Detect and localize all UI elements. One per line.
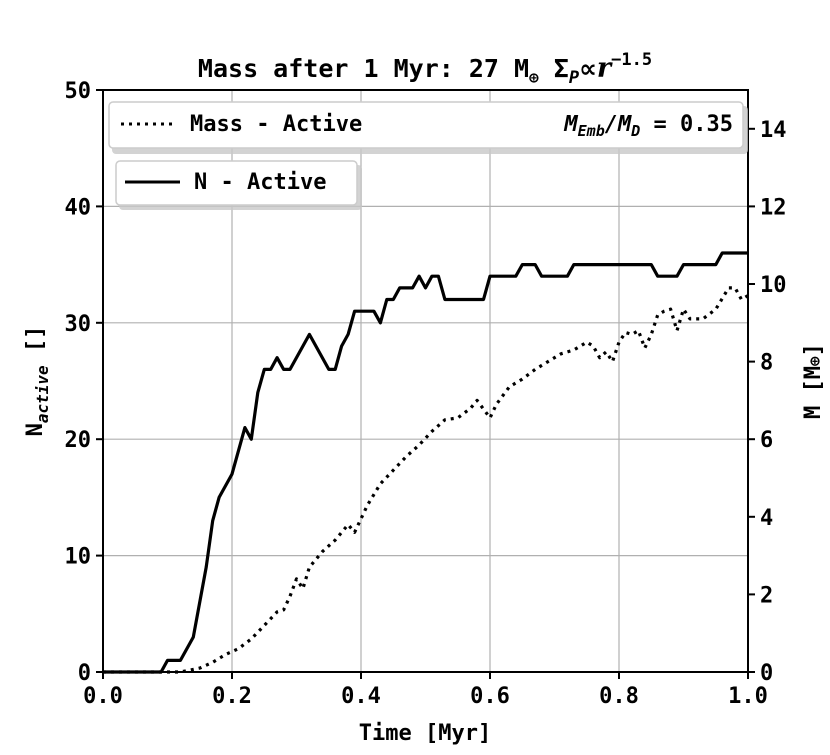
legend-top: Mass - Active MEmb/MD = 0.35 xyxy=(108,101,748,154)
legend-second: N - Active xyxy=(115,160,362,210)
legend-ratio-label: MEmb/MD = 0.35 xyxy=(563,112,733,140)
y-left-tick-label: 40 xyxy=(65,195,92,220)
x-tick-label: 0.4 xyxy=(341,684,381,709)
y-right-tick-label: 4 xyxy=(760,506,773,531)
x-tick-label: 0.2 xyxy=(212,684,252,709)
y-axis-left-label: Nactive [] xyxy=(23,326,52,437)
y-axis-right-label: M [M⊕] xyxy=(801,343,826,419)
plot-frame xyxy=(102,89,749,673)
legend-mass-label: Mass - Active xyxy=(190,112,362,137)
y-right-tick-label: 8 xyxy=(760,351,773,376)
legend-top-box xyxy=(108,101,744,149)
x-tick-label: 1.0 xyxy=(728,684,768,709)
y-right-tick-label: 14 xyxy=(760,118,787,143)
x-axis-label: Time [Myr] xyxy=(359,721,491,746)
y-right-tick-label: 6 xyxy=(760,428,773,453)
y-right-tick-label: 12 xyxy=(760,195,787,220)
y-right-tick-label: 2 xyxy=(760,583,773,608)
y-left-tick-label: 50 xyxy=(65,79,92,104)
x-tick-label: 0.0 xyxy=(83,684,123,709)
y-left-tick-label: 20 xyxy=(65,428,92,453)
x-tick-label: 0.8 xyxy=(599,684,639,709)
y-right-tick-label: 10 xyxy=(760,273,787,298)
y-left-tick-label: 10 xyxy=(65,545,92,570)
x-tick-label: 0.6 xyxy=(470,684,510,709)
y-left-tick-label: 0 xyxy=(78,661,91,686)
y-right-tick-label: 0 xyxy=(760,661,773,686)
n-active-line xyxy=(103,251,748,674)
legend-second-box xyxy=(115,160,358,206)
chart-title: Mass after 1 Myr: 27 M⊕ ΣP∝r−1.5 xyxy=(198,50,652,88)
series-layer xyxy=(103,251,749,674)
legend-n-label: N - Active xyxy=(194,170,326,195)
y-left-tick-label: 30 xyxy=(65,312,92,337)
